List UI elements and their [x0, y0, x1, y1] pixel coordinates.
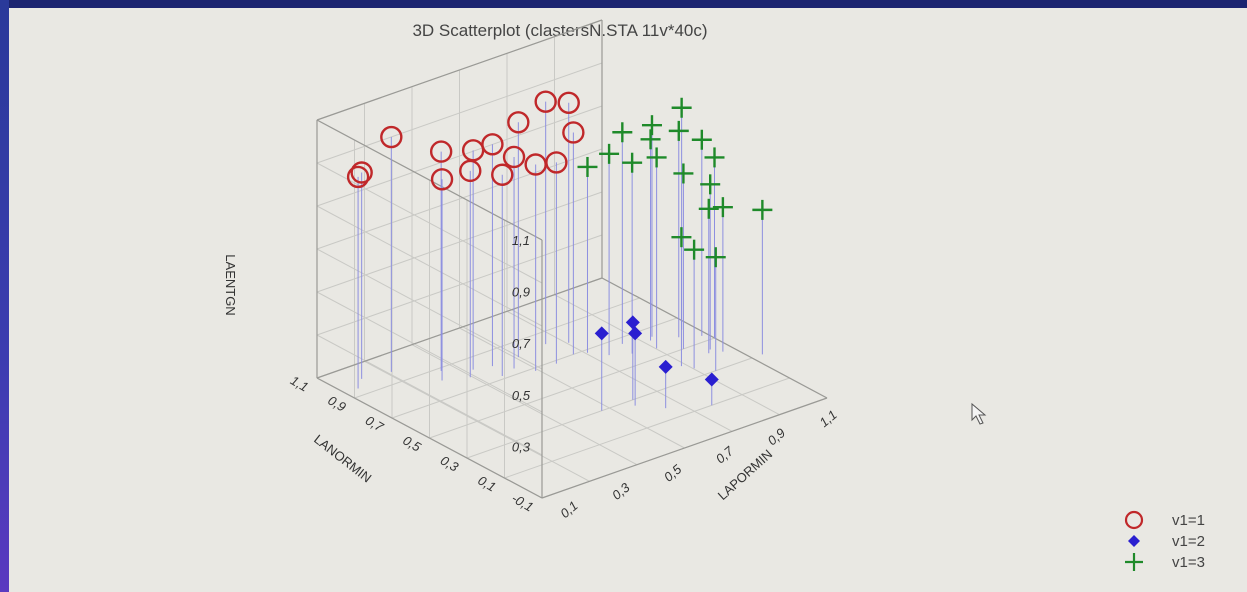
point-plus: [692, 130, 712, 150]
y-tick-label: 0,1: [475, 473, 498, 495]
point-plus: [669, 121, 689, 141]
point-diamond: [659, 360, 673, 374]
chart-title: 3D Scatterplot (clastersN.STA 11v*40c): [412, 21, 707, 40]
y-tick-label: 0,3: [438, 453, 462, 475]
point-plus: [642, 115, 662, 135]
z-tick-label: 0,3: [512, 439, 531, 454]
point-plus: [647, 147, 667, 167]
floor-grid-line: [355, 298, 640, 398]
point-plus: [641, 129, 661, 149]
z-tick-label: 1,1: [512, 233, 530, 248]
legend-label: v1=1: [1172, 512, 1205, 529]
point-plus: [673, 163, 693, 183]
point-diamond: [628, 326, 642, 340]
x-tick-label: 0,7: [713, 443, 737, 467]
x-tick-label: 0,5: [661, 461, 685, 485]
z-axis-label: LAENTGN: [223, 254, 238, 315]
y-tick-label: -0,1: [509, 490, 536, 514]
point-diamond: [705, 372, 719, 386]
point-plus: [700, 174, 720, 194]
floor-grid-line: [430, 338, 715, 438]
point-diamond: [595, 326, 609, 340]
z-tick-label: 0,5: [512, 388, 531, 403]
y-tick-label: 1,1: [288, 373, 311, 395]
z-tick-label: 0,7: [512, 336, 531, 351]
point-plus: [713, 197, 733, 217]
point-plus: [672, 98, 692, 118]
y-axis-label: LANORMIN: [311, 431, 374, 485]
legend-marker-diamond: [1128, 535, 1140, 547]
legend-marker-plus: [1125, 553, 1143, 571]
x-tick-label: 0,9: [765, 425, 788, 448]
point-plus: [612, 122, 632, 142]
x-tick-label: 0,1: [557, 498, 580, 521]
point-diamond: [626, 315, 640, 329]
y-tick-label: 0,5: [400, 433, 424, 455]
z-tick-label: 0,9: [512, 285, 530, 300]
point-plus: [622, 153, 642, 173]
legend-label: v1=3: [1172, 554, 1205, 571]
point-plus: [752, 200, 772, 220]
legend: v1=1 v1=2 v1=3: [1125, 512, 1205, 571]
point-plus: [577, 157, 597, 177]
x-tick-label: 0,3: [609, 479, 633, 503]
x-tick-label: 1,1: [816, 407, 839, 430]
point-plus: [684, 240, 704, 260]
legend-label: v1=2: [1172, 533, 1205, 550]
box-edge: [542, 398, 827, 498]
y-tick-label: 0,9: [325, 393, 348, 415]
plot-box-grid: [317, 20, 827, 498]
point-plus: [671, 227, 691, 247]
y-tick-label: 0,7: [363, 413, 387, 435]
mouse-cursor-icon: [972, 404, 985, 424]
legend-marker-circle: [1126, 512, 1142, 528]
point-plus: [705, 147, 725, 167]
